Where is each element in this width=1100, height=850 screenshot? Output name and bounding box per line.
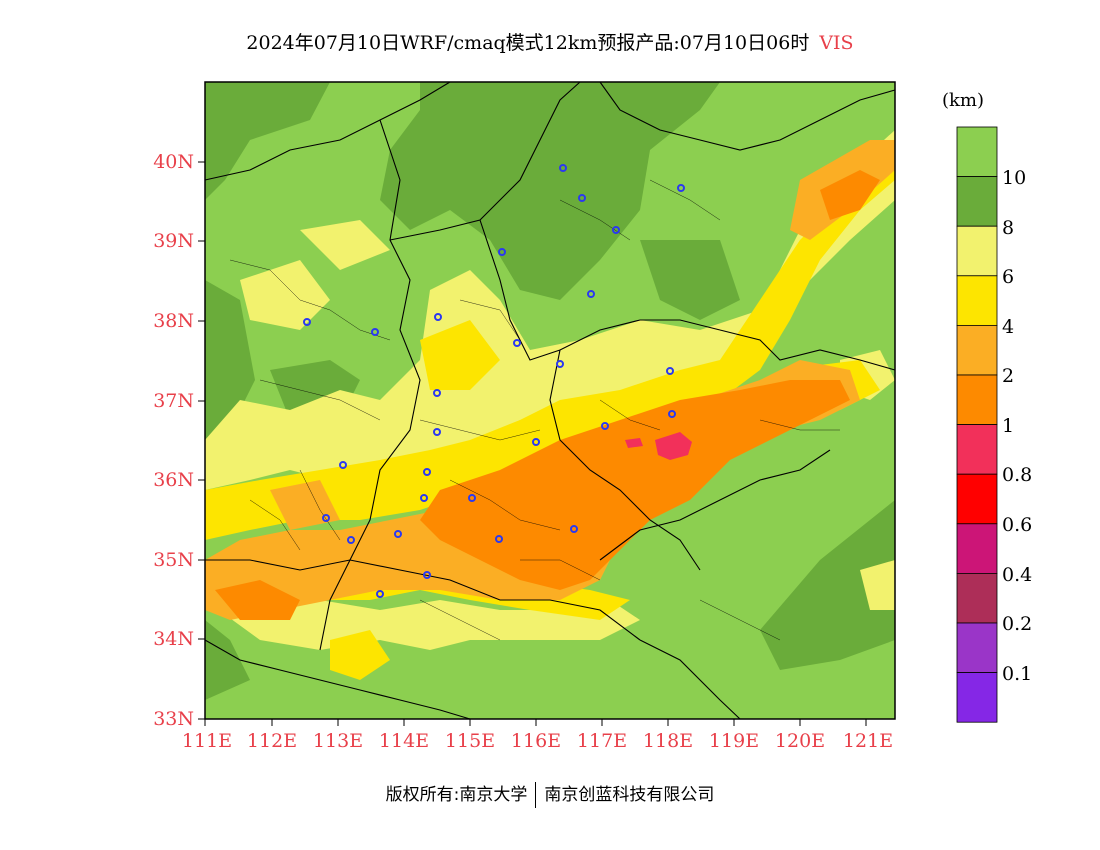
legend-unit: (km) bbox=[942, 90, 985, 111]
lat-label: 35N bbox=[153, 549, 194, 571]
legend-label: 0.8 bbox=[1002, 464, 1033, 486]
city-marker bbox=[677, 184, 685, 192]
city-marker bbox=[339, 461, 347, 469]
city-marker bbox=[578, 194, 586, 202]
lat-label: 34N bbox=[153, 628, 194, 650]
city-marker bbox=[666, 367, 674, 375]
vis-1-2-areas bbox=[215, 170, 880, 620]
legend-label: 0.4 bbox=[1002, 564, 1033, 586]
city-marker bbox=[347, 536, 355, 544]
legend-swatch bbox=[956, 672, 998, 723]
legend-label: 0.6 bbox=[1002, 514, 1033, 536]
city-marker bbox=[433, 428, 441, 436]
lon-label: 111E bbox=[181, 730, 233, 752]
footer: 版权所有:南京大学 南京创蓝科技有限公司 bbox=[0, 780, 1100, 808]
lon-label: 112E bbox=[246, 730, 298, 752]
legend-label: 2 bbox=[1002, 365, 1015, 387]
lon-label: 114E bbox=[378, 730, 430, 752]
legend-swatch bbox=[956, 622, 998, 673]
legend-swatch bbox=[956, 176, 998, 227]
city-marker bbox=[376, 590, 384, 598]
city-marker bbox=[559, 164, 567, 172]
legend-label: 1 bbox=[1002, 415, 1015, 437]
vis-0.8-1-areas bbox=[625, 432, 692, 460]
footer-separator bbox=[535, 782, 537, 808]
chart-title: 2024年07月10日WRF/cmaq模式12km预报产品:07月10日06时 V… bbox=[0, 28, 1100, 55]
legend-swatch bbox=[956, 225, 998, 277]
legend-label: 8 bbox=[1002, 217, 1015, 239]
legend-swatch bbox=[956, 374, 998, 425]
lat-label: 39N bbox=[153, 230, 194, 252]
city-marker bbox=[420, 494, 428, 502]
legend-swatch bbox=[956, 523, 998, 574]
title-main: 2024年07月10日WRF/cmaq模式12km预报产品:07月10日06时 bbox=[246, 32, 810, 54]
county-borders bbox=[229, 179, 840, 641]
legend-swatch bbox=[956, 573, 998, 624]
city-markers bbox=[303, 164, 685, 598]
legend-label: 0.1 bbox=[1002, 663, 1033, 685]
lat-label: 33N bbox=[153, 708, 194, 730]
lon-label: 113E bbox=[312, 730, 364, 752]
city-marker bbox=[322, 514, 330, 522]
legend-swatch bbox=[956, 275, 998, 326]
footer-right: 南京创蓝科技有限公司 bbox=[544, 785, 715, 805]
city-marker bbox=[601, 422, 609, 430]
lat-label: 36N bbox=[153, 469, 194, 491]
city-marker bbox=[612, 226, 620, 234]
city-marker bbox=[556, 360, 564, 368]
lat-label: 40N bbox=[153, 151, 194, 173]
city-marker bbox=[498, 248, 506, 256]
city-marker bbox=[394, 530, 402, 538]
legend-label: 4 bbox=[1002, 316, 1015, 338]
lat-label: 38N bbox=[153, 310, 194, 332]
lon-label: 117E bbox=[576, 730, 628, 752]
city-marker bbox=[513, 339, 521, 347]
city-marker bbox=[587, 290, 595, 298]
legend-colorbar bbox=[956, 126, 998, 723]
legend-swatch bbox=[956, 424, 998, 475]
lon-label: 119E bbox=[708, 730, 760, 752]
lon-label: 121E bbox=[842, 730, 894, 752]
city-marker bbox=[668, 410, 676, 418]
city-marker bbox=[468, 494, 476, 502]
city-marker bbox=[434, 313, 442, 321]
city-marker bbox=[423, 571, 431, 579]
legend-label: 10 bbox=[1002, 167, 1027, 189]
legend-label: 6 bbox=[1002, 266, 1015, 288]
axis-ticks bbox=[198, 161, 867, 726]
legend-swatch bbox=[956, 324, 998, 376]
city-marker bbox=[495, 535, 503, 543]
city-marker bbox=[423, 468, 431, 476]
legend-label: 0.2 bbox=[1002, 613, 1033, 635]
city-marker bbox=[532, 438, 540, 446]
map-plot bbox=[198, 81, 896, 726]
city-marker bbox=[371, 328, 379, 336]
lon-label: 115E bbox=[444, 730, 496, 752]
footer-left: 版权所有:南京大学 bbox=[385, 785, 528, 805]
legend-swatch bbox=[956, 473, 998, 525]
legend-swatch bbox=[956, 126, 998, 177]
lon-label: 120E bbox=[774, 730, 826, 752]
lat-label: 37N bbox=[153, 390, 194, 412]
title-variable: VIS bbox=[819, 32, 854, 54]
lon-label: 116E bbox=[510, 730, 562, 752]
lon-label: 118E bbox=[642, 730, 694, 752]
city-marker bbox=[570, 525, 578, 533]
city-marker bbox=[303, 318, 311, 326]
city-marker bbox=[433, 389, 441, 397]
